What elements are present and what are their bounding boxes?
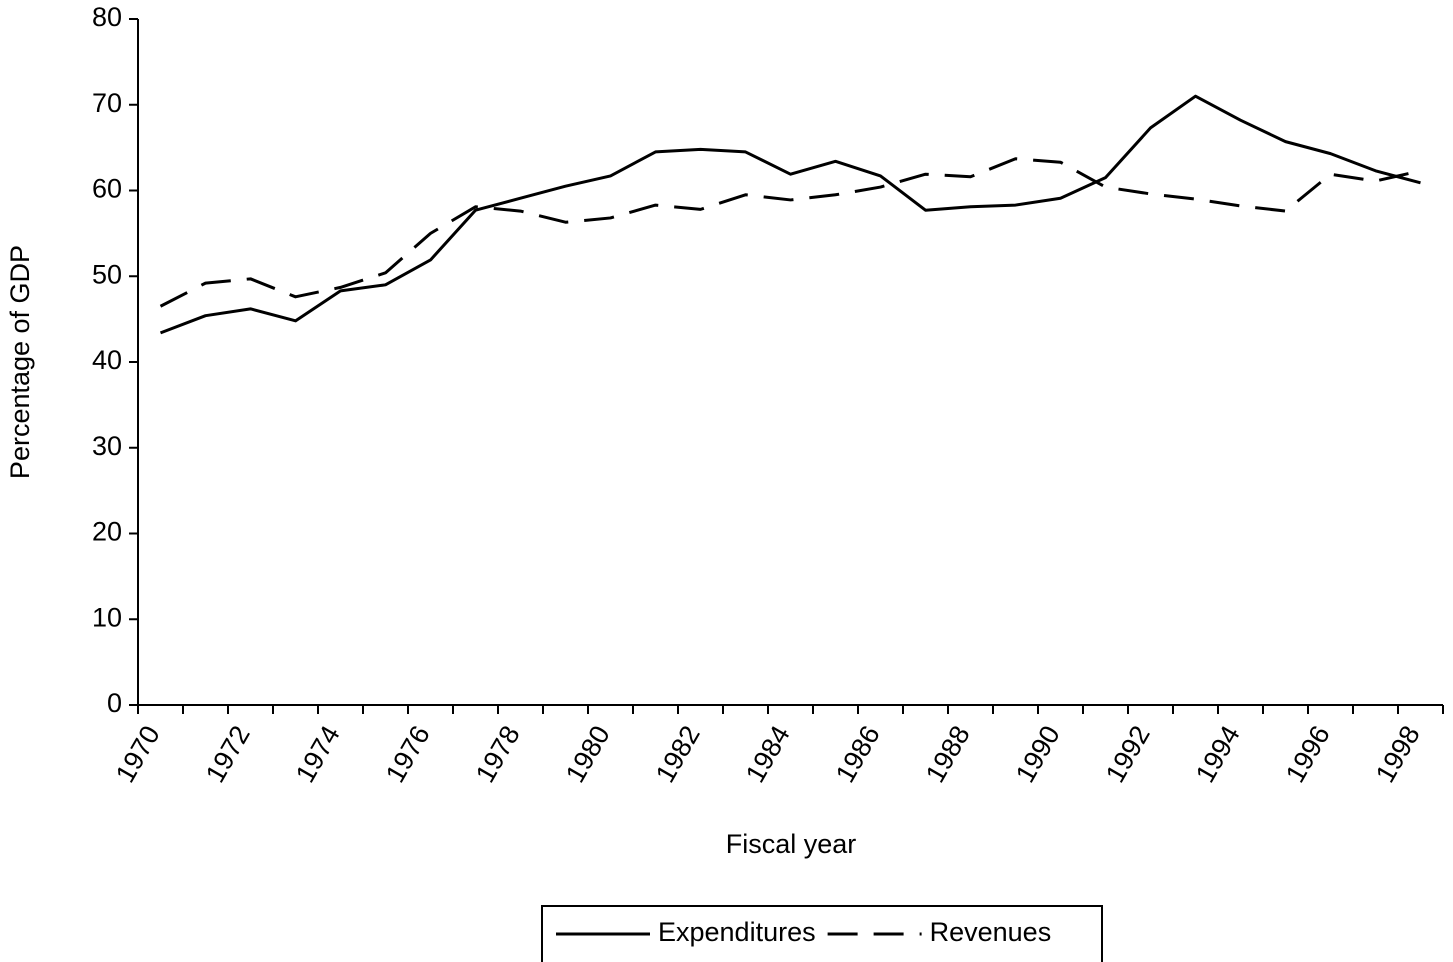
line-series bbox=[159, 94, 1421, 335]
x-tick-label: 1980 bbox=[560, 721, 616, 788]
legend-label: Revenues bbox=[930, 917, 1052, 947]
x-tick-label: 1998 bbox=[1370, 721, 1426, 788]
legend: Expenditures Revenues bbox=[541, 905, 1103, 962]
y-tick-label: 30 bbox=[92, 431, 122, 461]
x-tick-label: 1992 bbox=[1100, 721, 1156, 788]
x-axis-label: Fiscal year bbox=[726, 829, 857, 859]
legend-label: Expenditures bbox=[658, 917, 816, 947]
y-axis-label: Percentage of GDP bbox=[5, 245, 35, 479]
y-tick-label: 0 bbox=[107, 688, 122, 718]
y-tick-label: 80 bbox=[92, 2, 122, 32]
x-tick-label: 1972 bbox=[200, 721, 256, 788]
x-tick-label: 1978 bbox=[470, 721, 526, 788]
x-tick-label: 1988 bbox=[920, 721, 976, 788]
x-tick-label: 1984 bbox=[740, 721, 796, 788]
x-tick-label: 1996 bbox=[1280, 721, 1336, 788]
line-series bbox=[159, 157, 1421, 308]
legend-box bbox=[541, 905, 1103, 962]
y-tick-label: 70 bbox=[92, 88, 122, 118]
y-tick-label: 20 bbox=[92, 517, 122, 547]
x-tick-label: 1970 bbox=[110, 721, 166, 788]
y-tick-label: 60 bbox=[92, 174, 122, 204]
x-tick-label: 1982 bbox=[650, 721, 706, 788]
y-tick-label: 50 bbox=[92, 259, 122, 289]
x-tick-label: 1976 bbox=[380, 721, 436, 788]
x-tick-label: 1986 bbox=[830, 721, 886, 788]
x-tick-label: 1974 bbox=[290, 721, 346, 788]
y-tick-label: 10 bbox=[92, 602, 122, 632]
y-tick-label: 40 bbox=[92, 345, 122, 375]
x-tick-label: 1994 bbox=[1190, 721, 1246, 788]
x-tick-label: 1990 bbox=[1010, 721, 1066, 788]
